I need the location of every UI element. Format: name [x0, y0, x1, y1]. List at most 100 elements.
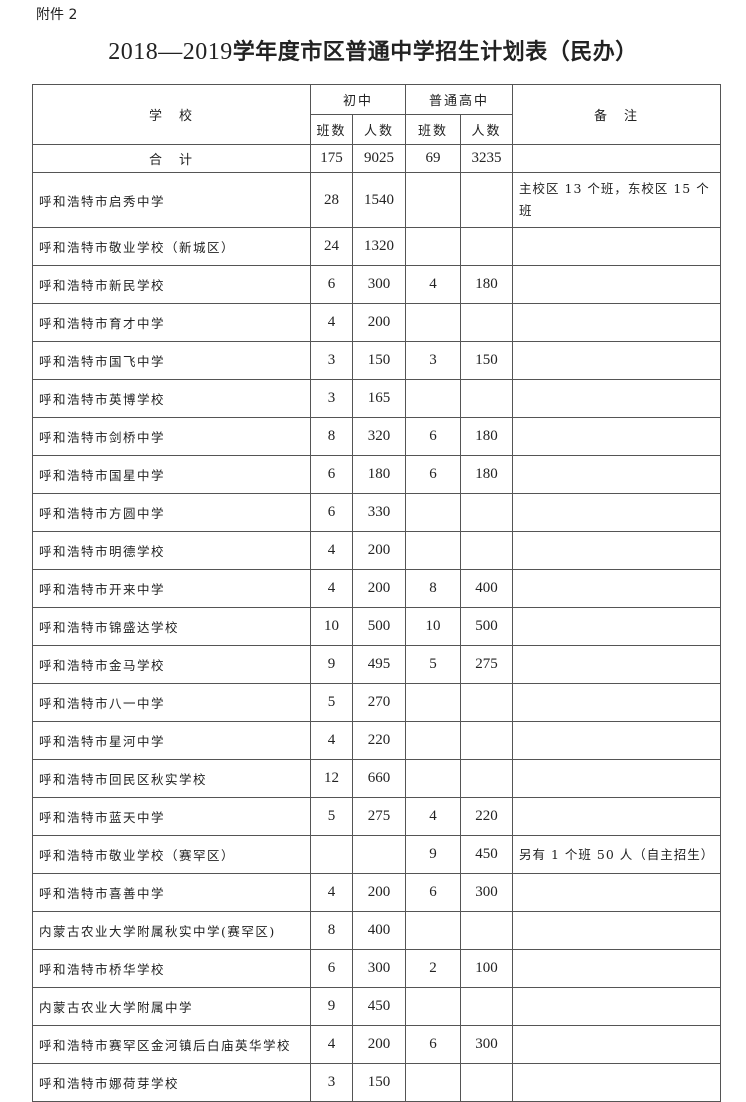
senior-students: 180 [460, 455, 514, 494]
table-row: 呼和浩特市国星中学 6 180 6 180 [32, 455, 722, 494]
senior-students: 180 [460, 265, 514, 304]
total-row: 合 计 175 9025 69 3235 [32, 144, 722, 173]
note [512, 987, 722, 1026]
school-name: 呼和浩特市赛罕区金河镇后白庙英华学校 [32, 1025, 311, 1064]
table-row: 内蒙古农业大学附属秋实中学(赛罕区) 8 400 [32, 911, 722, 950]
table-row: 呼和浩特市剑桥中学 8 320 6 180 [32, 417, 722, 456]
total-senior-students: 3235 [460, 144, 514, 173]
header-senior: 普通高中 [405, 84, 514, 115]
senior-classes [405, 531, 462, 570]
senior-students [460, 987, 514, 1026]
junior-classes: 4 [310, 1025, 353, 1064]
junior-classes: 12 [310, 759, 353, 798]
senior-classes: 6 [405, 417, 462, 456]
senior-students [460, 721, 514, 760]
junior-students: 1320 [351, 227, 407, 266]
senior-classes: 4 [405, 265, 462, 304]
junior-students: 275 [351, 797, 407, 836]
note [512, 797, 722, 836]
senior-students: 500 [460, 607, 514, 646]
junior-classes: 3 [310, 341, 353, 380]
note [512, 227, 722, 266]
senior-students [460, 303, 514, 342]
table-row: 呼和浩特市国飞中学 3 150 3 150 [32, 341, 722, 380]
header-junior-students: 人数 [351, 114, 407, 145]
junior-classes: 9 [310, 987, 353, 1026]
senior-students: 275 [460, 645, 514, 684]
senior-classes [405, 303, 462, 342]
table-row: 呼和浩特市桥华学校 6 300 2 100 [32, 949, 722, 988]
school-name: 呼和浩特市星河中学 [32, 721, 311, 760]
senior-students [460, 683, 514, 722]
table-row: 呼和浩特市敬业学校（赛罕区） 9 450 另有 1 个班 50 人（自主招生） [32, 835, 722, 874]
school-name: 呼和浩特市八一中学 [32, 683, 311, 722]
school-name: 呼和浩特市国星中学 [32, 455, 311, 494]
school-name: 呼和浩特市育才中学 [32, 303, 311, 342]
senior-students [460, 493, 514, 532]
junior-students: 200 [351, 569, 407, 608]
junior-students: 150 [351, 341, 407, 380]
total-junior-students: 9025 [351, 144, 407, 173]
senior-classes [405, 987, 462, 1026]
school-name: 呼和浩特市回民区秋实学校 [32, 759, 311, 798]
senior-classes: 8 [405, 569, 462, 608]
header-junior: 初中 [309, 84, 407, 115]
note [512, 303, 722, 342]
table-row: 呼和浩特市喜善中学 4 200 6 300 [32, 873, 722, 912]
table-row: 呼和浩特市金马学校 9 495 5 275 [32, 645, 722, 684]
note: 主校区 13 个班，东校区 15 个班 [512, 172, 722, 228]
school-name: 呼和浩特市敬业学校（新城区） [32, 227, 311, 266]
junior-classes: 24 [310, 227, 353, 266]
senior-students: 450 [460, 835, 514, 874]
title-text: 学年度市区普通中学招生计划表（民办） [232, 39, 638, 65]
note [512, 569, 722, 608]
senior-classes [405, 683, 462, 722]
total-label: 合 计 [32, 144, 311, 173]
junior-students: 150 [351, 1063, 407, 1102]
total-junior-classes: 175 [310, 144, 353, 173]
senior-students [460, 911, 514, 950]
note [512, 265, 722, 304]
header-senior-students: 人数 [460, 114, 514, 145]
note [512, 683, 722, 722]
junior-students: 495 [351, 645, 407, 684]
junior-classes: 6 [310, 949, 353, 988]
senior-students: 180 [460, 417, 514, 456]
senior-classes: 10 [405, 607, 462, 646]
school-name: 呼和浩特市方圆中学 [32, 493, 311, 532]
table-row: 呼和浩特市蓝天中学 5 275 4 220 [32, 797, 722, 836]
page-title: 2018—2019学年度市区普通中学招生计划表（民办） [0, 34, 746, 66]
junior-classes: 6 [310, 455, 353, 494]
senior-students: 300 [460, 873, 514, 912]
junior-classes: 3 [310, 379, 353, 418]
senior-students: 100 [460, 949, 514, 988]
senior-students [460, 531, 514, 570]
note [512, 949, 722, 988]
senior-classes: 9 [405, 835, 462, 874]
senior-classes [405, 172, 462, 228]
senior-students: 220 [460, 797, 514, 836]
header-senior-classes: 班数 [405, 114, 462, 145]
junior-classes: 4 [310, 721, 353, 760]
school-name: 呼和浩特市蓝天中学 [32, 797, 311, 836]
senior-classes [405, 911, 462, 950]
junior-students: 450 [351, 987, 407, 1026]
junior-students: 200 [351, 1025, 407, 1064]
table-row: 呼和浩特市赛罕区金河镇后白庙英华学校 4 200 6 300 [32, 1025, 722, 1064]
senior-students [460, 227, 514, 266]
junior-students: 660 [351, 759, 407, 798]
note [512, 1025, 722, 1064]
senior-classes [405, 493, 462, 532]
junior-classes: 4 [310, 531, 353, 570]
note [512, 721, 722, 760]
header-row: 学 校 初中 普通高中 备 注 [32, 84, 722, 145]
table-row: 呼和浩特市敬业学校（新城区） 24 1320 [32, 227, 722, 266]
junior-classes: 5 [310, 797, 353, 836]
junior-classes: 8 [310, 911, 353, 950]
school-name: 内蒙古农业大学附属中学 [32, 987, 311, 1026]
junior-students: 320 [351, 417, 407, 456]
school-name: 呼和浩特市启秀中学 [32, 172, 311, 228]
school-name: 呼和浩特市喜善中学 [32, 873, 311, 912]
senior-classes: 5 [405, 645, 462, 684]
note [512, 1063, 722, 1102]
